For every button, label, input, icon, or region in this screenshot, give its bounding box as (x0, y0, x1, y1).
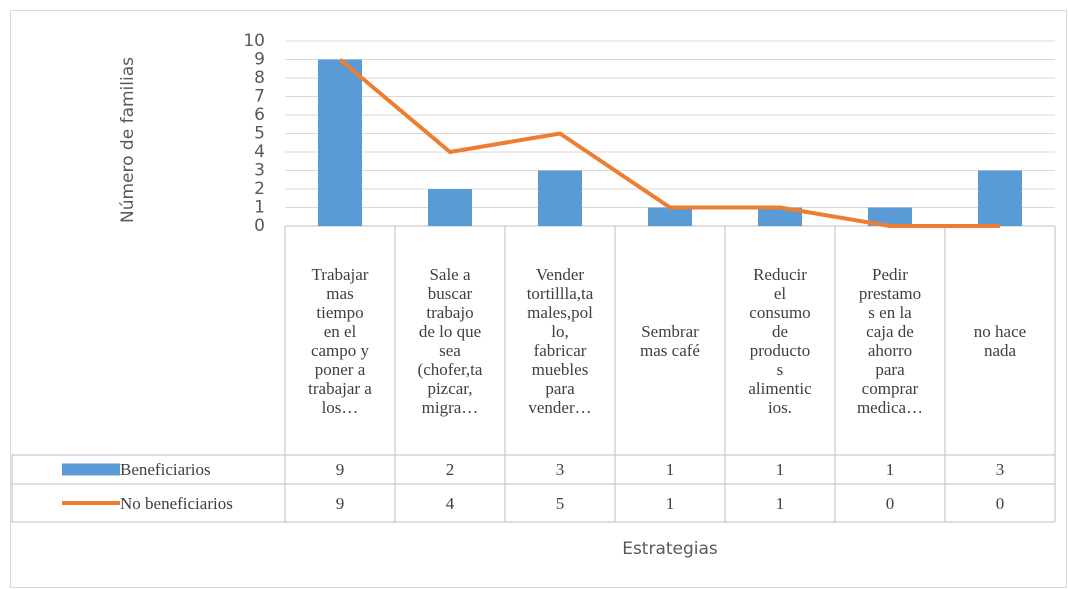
y-tick-label: 0 (254, 216, 265, 236)
table-value: 1 (665, 493, 675, 513)
y-tick-label: 9 (254, 50, 265, 70)
bar (868, 207, 912, 226)
line (338, 57, 1000, 228)
table-value: 9 (335, 493, 345, 513)
category-label: Trabajar mas tiempo en el campo y poner … (308, 264, 372, 417)
y-tick-label: 5 (254, 124, 265, 144)
y-tick-label: 3 (254, 161, 265, 181)
y-tick-label: 8 (254, 68, 265, 88)
y-tick-label: 2 (254, 179, 265, 199)
category-label: Sale a buscar trabajo de lo que sea (cho… (417, 264, 483, 417)
legend-swatch (62, 463, 120, 476)
y-axis-title: Número de familias (118, 57, 138, 223)
category-label: no hace nada (973, 321, 1027, 360)
y-tick-label: 7 (254, 87, 265, 107)
table-value: 1 (775, 493, 785, 513)
bar (428, 189, 472, 226)
y-tick-label: 1 (254, 198, 265, 218)
table-value: 1 (885, 460, 895, 479)
category-label: Sembrar mas café (640, 321, 700, 360)
table-value: 5 (555, 493, 565, 513)
category-label: Reducir el consumo de producto s aliment… (748, 264, 812, 417)
table-value: 1 (775, 460, 785, 479)
bar (538, 170, 582, 226)
bar (978, 170, 1022, 226)
y-tick-label: 4 (254, 142, 265, 162)
bar (318, 59, 362, 226)
category-label: Vender tortillla,ta males,pol lo, fabric… (526, 264, 594, 417)
x-axis-title: Estrategias (622, 539, 718, 559)
y-tick-label: 6 (254, 105, 265, 125)
table-value: 0 (885, 493, 895, 513)
chart-frame (10, 10, 1067, 588)
legend-label: No beneficiarios (120, 493, 233, 513)
legend-label: Beneficiarios (120, 460, 211, 479)
category-label: Pedir prestamo s en la caja de ahorro pa… (856, 264, 924, 417)
table-value: 9 (335, 460, 345, 479)
bar (648, 207, 692, 226)
table-value: 3 (995, 460, 1005, 479)
table-value: 1 (665, 460, 675, 479)
table-value: 0 (995, 493, 1005, 513)
y-tick-label: 10 (243, 31, 265, 51)
table-value: 4 (445, 493, 455, 513)
table-value: 2 (445, 460, 455, 479)
bar (758, 207, 802, 226)
table-value: 3 (555, 460, 565, 479)
